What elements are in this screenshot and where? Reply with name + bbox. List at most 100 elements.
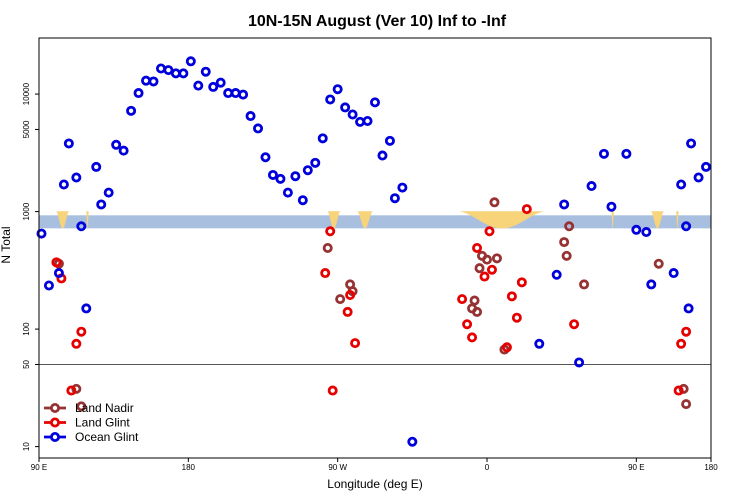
- data-point: [479, 271, 490, 282]
- x-axis-label: Longitude (deg E): [327, 477, 422, 491]
- data-point: [606, 201, 617, 212]
- data-point: [377, 150, 388, 161]
- data-point: [71, 383, 82, 394]
- data-point: [681, 326, 692, 337]
- chart-title: 10N-15N August (Ver 10) Inf to -Inf: [248, 13, 507, 30]
- data-point: [215, 77, 226, 88]
- data-point: [389, 193, 400, 204]
- data-point: [103, 187, 114, 198]
- data-point: [397, 182, 408, 193]
- legend-marker: [50, 402, 61, 413]
- data-point: [340, 102, 351, 113]
- data-point: [76, 326, 87, 337]
- data-point: [574, 357, 585, 368]
- data-point: [347, 109, 358, 120]
- data-point: [310, 157, 321, 168]
- land-span: [327, 211, 341, 229]
- series-land-glint: [51, 204, 692, 396]
- data-point: [302, 165, 313, 176]
- data-point: [275, 173, 286, 184]
- data-point: [559, 199, 570, 210]
- y-axis-ticks: 10 50 100 1000 5000 10000: [22, 82, 39, 451]
- land-span: [651, 211, 664, 229]
- data-point: [148, 76, 159, 87]
- data-point: [653, 258, 664, 269]
- data-point: [472, 242, 483, 253]
- land-span: [56, 211, 69, 229]
- data-point: [681, 221, 692, 232]
- y-tick-label: 100: [22, 322, 31, 336]
- data-point: [598, 148, 609, 159]
- data-point: [91, 161, 102, 172]
- legend-label: Ocean Glint: [75, 430, 139, 444]
- data-point: [534, 338, 545, 349]
- data-point: [297, 195, 308, 206]
- data-point: [621, 148, 632, 159]
- data-point: [230, 88, 241, 99]
- data-point: [683, 303, 694, 314]
- y-axis-label: N Total: [0, 226, 13, 263]
- x-tick-label: 90 W: [328, 463, 347, 472]
- x-tick-label: 0: [485, 463, 490, 472]
- data-point: [208, 81, 219, 92]
- data-point: [481, 254, 492, 265]
- data-point: [676, 338, 687, 349]
- data-point: [71, 172, 82, 183]
- legend-item: Land Nadir: [44, 401, 134, 415]
- data-point: [193, 80, 204, 91]
- data-point: [472, 306, 483, 317]
- data-point: [66, 385, 77, 396]
- data-point: [63, 138, 74, 149]
- ocean-band: [39, 215, 711, 229]
- x-tick-label: 90 E: [628, 463, 644, 472]
- legend-item: Ocean Glint: [44, 430, 139, 444]
- data-point: [561, 250, 572, 261]
- data-point: [579, 279, 590, 290]
- data-point: [282, 187, 293, 198]
- data-point: [678, 383, 689, 394]
- data-point: [325, 226, 336, 237]
- data-point: [76, 401, 87, 412]
- data-point: [238, 89, 249, 100]
- data-point: [322, 242, 333, 253]
- series-land-nadir: [53, 197, 692, 412]
- data-point: [686, 138, 697, 149]
- data-point: [253, 123, 264, 134]
- y-tick-label: 10: [22, 442, 31, 451]
- data-point: [245, 111, 256, 122]
- data-point: [501, 342, 512, 353]
- legend-label: Land Nadir: [75, 401, 134, 415]
- data-point: [551, 269, 562, 280]
- data-points: [36, 56, 712, 447]
- data-point: [327, 385, 338, 396]
- data-point: [178, 68, 189, 79]
- data-point: [484, 226, 495, 237]
- data-point: [320, 268, 331, 279]
- data-point: [350, 338, 361, 349]
- land-span: [86, 211, 89, 229]
- data-point: [586, 181, 597, 192]
- data-point: [701, 161, 712, 172]
- legend-marker: [50, 417, 61, 428]
- data-point: [569, 319, 580, 330]
- data-point: [332, 84, 343, 95]
- x-tick-label: 180: [704, 463, 718, 472]
- data-point: [163, 65, 174, 76]
- data-point: [491, 253, 502, 264]
- data-point: [467, 332, 478, 343]
- data-point: [76, 221, 87, 232]
- data-point: [335, 294, 346, 305]
- data-point: [200, 66, 211, 77]
- data-point: [384, 135, 395, 146]
- data-point: [81, 303, 92, 314]
- plot-frame: [38, 37, 712, 459]
- data-point: [133, 88, 144, 99]
- data-point: [51, 257, 62, 268]
- data-point: [141, 75, 152, 86]
- data-point: [267, 169, 278, 180]
- data-point: [646, 279, 657, 290]
- data-point: [185, 56, 196, 67]
- series-ocean-glint: [36, 56, 712, 447]
